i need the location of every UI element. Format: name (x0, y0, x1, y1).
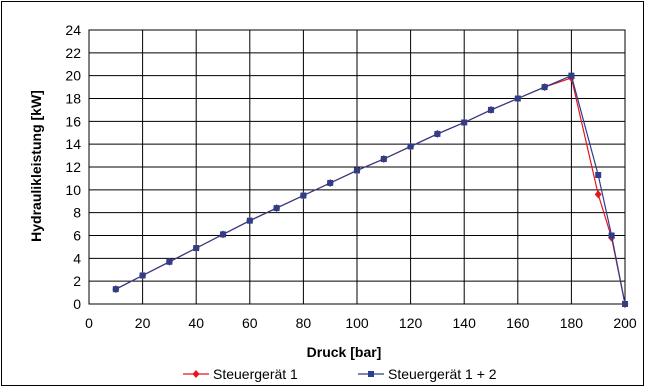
data-point-series-2 (220, 231, 226, 238)
y-tick-label: 2 (73, 273, 81, 289)
data-point-series-2 (139, 272, 146, 279)
legend-label-1: Steuergerät 1 (213, 366, 298, 382)
data-point-series-1 (594, 190, 602, 199)
data-point-series-2 (488, 106, 494, 113)
data-point-series-2 (327, 179, 334, 186)
series-layer (112, 72, 629, 308)
data-point-series-2 (622, 301, 628, 307)
data-point-series-2 (595, 171, 602, 178)
data-point-series-2 (407, 143, 414, 150)
data-point-series-2 (541, 84, 548, 91)
x-tick-label: 40 (188, 315, 204, 331)
x-tick-label: 180 (560, 315, 584, 331)
y-axis-title: Hydraulikleistung [kW] (28, 90, 44, 242)
x-tick-label: 20 (135, 315, 151, 331)
x-tick-label: 0 (85, 315, 93, 331)
legend-marker-2 (368, 371, 374, 377)
data-point-series-2 (354, 167, 360, 174)
legend: Steuergerät 1 Steuergerät 1 + 2 (183, 366, 497, 382)
y-tick-label: 14 (65, 136, 81, 152)
legend-marker-1 (192, 370, 200, 378)
data-point-series-2 (112, 286, 119, 293)
y-tick-label: 6 (73, 228, 81, 244)
y-tick-label: 0 (73, 296, 81, 312)
y-tick-label: 10 (65, 182, 81, 198)
data-point-series-2 (608, 232, 615, 239)
y-tick-label: 22 (65, 45, 81, 61)
data-point-series-2 (380, 156, 387, 163)
data-point-series-2 (461, 119, 468, 126)
y-tick-label: 16 (65, 113, 81, 129)
y-tick-label: 4 (73, 250, 81, 266)
data-point-series-2 (166, 258, 173, 265)
x-tick-label: 120 (399, 315, 423, 331)
data-point-series-2 (300, 192, 307, 199)
data-point-series-2 (434, 130, 441, 137)
data-point-series-2 (568, 72, 575, 79)
data-point-series-2 (246, 217, 253, 224)
data-point-series-2 (514, 95, 521, 102)
y-tick-label: 12 (65, 159, 81, 175)
y-tick-label: 8 (73, 205, 81, 221)
x-tick-label: 140 (453, 315, 477, 331)
x-tick-label: 160 (506, 315, 530, 331)
data-point-series-2 (193, 245, 200, 252)
y-tick-label: 20 (65, 68, 81, 84)
x-tick-label: 80 (296, 315, 312, 331)
y-tick-label: 24 (65, 22, 81, 38)
x-tick-label: 100 (345, 315, 369, 331)
legend-label-2: Steuergerät 1 + 2 (388, 366, 497, 382)
x-axis-title: Druck [bar] (307, 344, 382, 360)
gridlines (88, 29, 626, 305)
data-point-series-2 (273, 205, 280, 212)
x-tick-label: 60 (242, 315, 258, 331)
y-tick-label: 18 (65, 91, 81, 107)
x-tick-label: 200 (613, 315, 637, 331)
